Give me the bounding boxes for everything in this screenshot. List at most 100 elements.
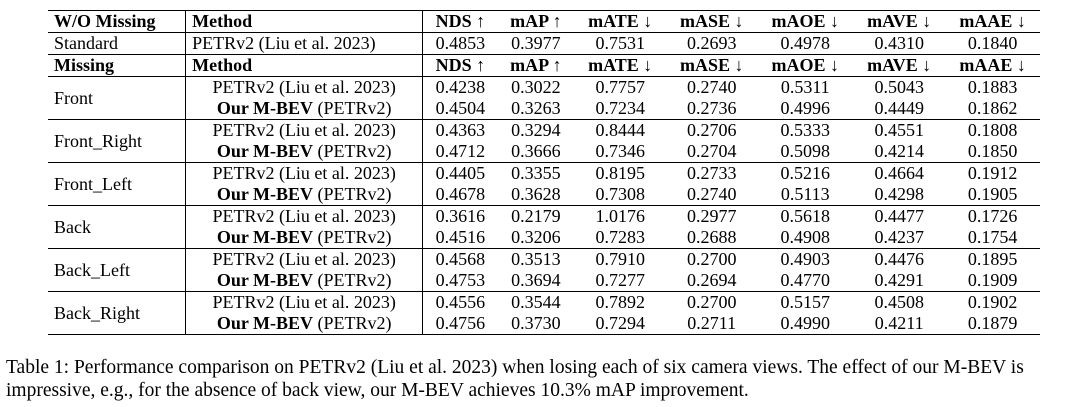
metric-value: 0.4678 <box>435 184 486 204</box>
metric-value: 0.5043 <box>874 77 924 97</box>
metric-value: 0.1905 <box>967 184 1018 204</box>
header-metric: mAAE ↓ <box>959 11 1026 31</box>
table-row: Front_Left PETRv2 (Liu et al. 2023) 0.4405… <box>48 162 1040 206</box>
scenario-label: Back_Right <box>48 291 187 335</box>
metric-value: 0.4770 <box>780 270 831 290</box>
metric-value: 0.4363 <box>435 120 486 140</box>
metric-value: 0.2704 <box>686 141 737 161</box>
metric-value: 0.4568 <box>435 249 486 269</box>
metric-value: 0.3294 <box>511 120 561 140</box>
metric-value: 0.3513 <box>511 249 561 269</box>
metric-value: 0.2706 <box>686 120 737 140</box>
header-metric: mATE ↓ <box>588 11 653 31</box>
method-cell: PETRv2 (Liu et al. 2023) <box>185 76 424 98</box>
metric-value: 0.7531 <box>595 33 645 53</box>
scenario-label: Back_Left <box>48 248 187 292</box>
table-row: Our M-BEV (PETRv2) 0.4756 0.3730 0.7294 0.27… <box>48 313 1040 335</box>
table-row: Our M-BEV (PETRv2) 0.4516 0.3206 0.7283 0.26… <box>48 227 1040 249</box>
metric-value: 0.7277 <box>595 270 645 290</box>
method-cell: PETRv2 (Liu et al. 2023) <box>185 32 424 55</box>
method-backbone: (PETRv2) <box>313 141 392 161</box>
metric-value: 0.7346 <box>595 141 645 161</box>
header-metric: mASE ↓ <box>679 55 744 75</box>
metric-value: 0.3022 <box>511 77 561 97</box>
metric-value: 0.8444 <box>595 120 645 140</box>
metric-value: 0.4298 <box>874 184 924 204</box>
table-row: Back PETRv2 (Liu et al. 2023) 0.3616 0.2179… <box>48 205 1040 249</box>
metric-value: 0.4504 <box>435 98 486 118</box>
header-metric: mATE ↓ <box>588 55 653 75</box>
method-name-bold: Our M-BEV <box>216 270 314 290</box>
header-scenario: W/O Missing <box>48 10 187 33</box>
metric-value: 0.1912 <box>967 163 1018 183</box>
header-metric: mAAE ↓ <box>959 55 1026 75</box>
method-backbone: (PETRv2) <box>313 184 392 204</box>
header-metric: mASE ↓ <box>679 11 744 31</box>
metric-value: 0.2700 <box>686 249 737 269</box>
scenario-label: Front <box>48 76 187 120</box>
metric-value: 0.1883 <box>967 77 1018 97</box>
method-cell: Our M-BEV (PETRv2) <box>185 184 424 206</box>
metric-value: 0.2694 <box>686 270 737 290</box>
metric-value: 0.4508 <box>874 292 924 312</box>
metric-value: 0.2733 <box>686 163 737 183</box>
metric-value: 0.1754 <box>967 227 1018 247</box>
metric-value: 0.3616 <box>435 206 486 226</box>
metric-value: 0.4516 <box>435 227 486 247</box>
metric-value: 0.7757 <box>595 77 645 97</box>
metric-value: 0.4291 <box>874 270 924 290</box>
table-row: Standard PETRv2 (Liu et al. 2023) 0.4853 0.… <box>48 32 1040 55</box>
method-name-bold: Our M-BEV <box>216 227 314 247</box>
metric-value: 0.2179 <box>511 206 561 226</box>
method-backbone: (PETRv2) <box>313 98 392 118</box>
metric-value: 0.7910 <box>595 249 645 269</box>
metric-value: 0.2693 <box>686 33 737 53</box>
metric-value: 0.1909 <box>967 270 1018 290</box>
header-method: Method <box>185 54 424 77</box>
metric-value: 0.4903 <box>780 249 831 269</box>
method-cell: PETRv2 (Liu et al. 2023) <box>185 291 424 313</box>
metric-value: 0.4405 <box>435 163 486 183</box>
metric-value: 0.1726 <box>967 206 1018 226</box>
metric-value: 0.4214 <box>874 141 924 161</box>
header-metric: mAOE ↓ <box>771 11 840 31</box>
metric-value: 0.3730 <box>511 313 561 333</box>
table-header-row: Missing Method NDS ↑ mAP ↑ mATE ↓ mASE ↓ mAOE … <box>48 54 1040 77</box>
metric-value: 0.1808 <box>967 120 1018 140</box>
header-scenario: Missing <box>48 54 187 77</box>
metric-value: 0.5098 <box>780 141 831 161</box>
metric-value: 0.3263 <box>511 98 561 118</box>
metric-value: 0.7283 <box>595 227 645 247</box>
metric-value: 1.0176 <box>595 206 645 226</box>
header-metric: mAVE ↓ <box>867 11 932 31</box>
metric-value: 0.5333 <box>780 120 831 140</box>
table-row: Back_Right PETRv2 (Liu et al. 2023) 0.4556… <box>48 291 1040 335</box>
header-metric: NDS ↑ <box>435 55 486 75</box>
metric-value: 0.4664 <box>874 163 924 183</box>
method-cell: PETRv2 (Liu et al. 2023) <box>185 162 424 184</box>
header-metric: NDS ↑ <box>435 11 486 31</box>
table-row: Back_Left PETRv2 (Liu et al. 2023) 0.4568 0… <box>48 248 1040 292</box>
method-cell: Our M-BEV (PETRv2) <box>185 270 424 292</box>
metric-value: 0.7294 <box>595 313 645 333</box>
method-name-bold: Our M-BEV <box>216 313 314 333</box>
method-cell: PETRv2 (Liu et al. 2023) <box>185 248 424 270</box>
method-cell: Our M-BEV (PETRv2) <box>185 313 424 335</box>
metric-value: 0.4908 <box>780 227 831 247</box>
metric-value: 0.2736 <box>686 98 737 118</box>
metric-value: 0.2688 <box>686 227 737 247</box>
metric-value: 0.3206 <box>511 227 561 247</box>
header-method: Method <box>185 10 424 33</box>
metric-value: 0.4477 <box>874 206 924 226</box>
metric-value: 0.2711 <box>687 313 737 333</box>
results-table: W/O Missing Method NDS ↑ mAP ↑ mATE ↓ mASE ↓ m… <box>48 10 1040 335</box>
metric-value: 0.4753 <box>435 270 486 290</box>
scenario-label: Front_Right <box>48 119 187 163</box>
metric-value: 0.2740 <box>686 77 737 97</box>
scenario-label: Front_Left <box>48 162 187 206</box>
header-metric: mAP ↑ <box>510 11 562 31</box>
metric-value: 0.4551 <box>874 120 924 140</box>
method-cell: PETRv2 (Liu et al. 2023) <box>185 205 424 227</box>
metric-value: 0.4211 <box>874 313 924 333</box>
